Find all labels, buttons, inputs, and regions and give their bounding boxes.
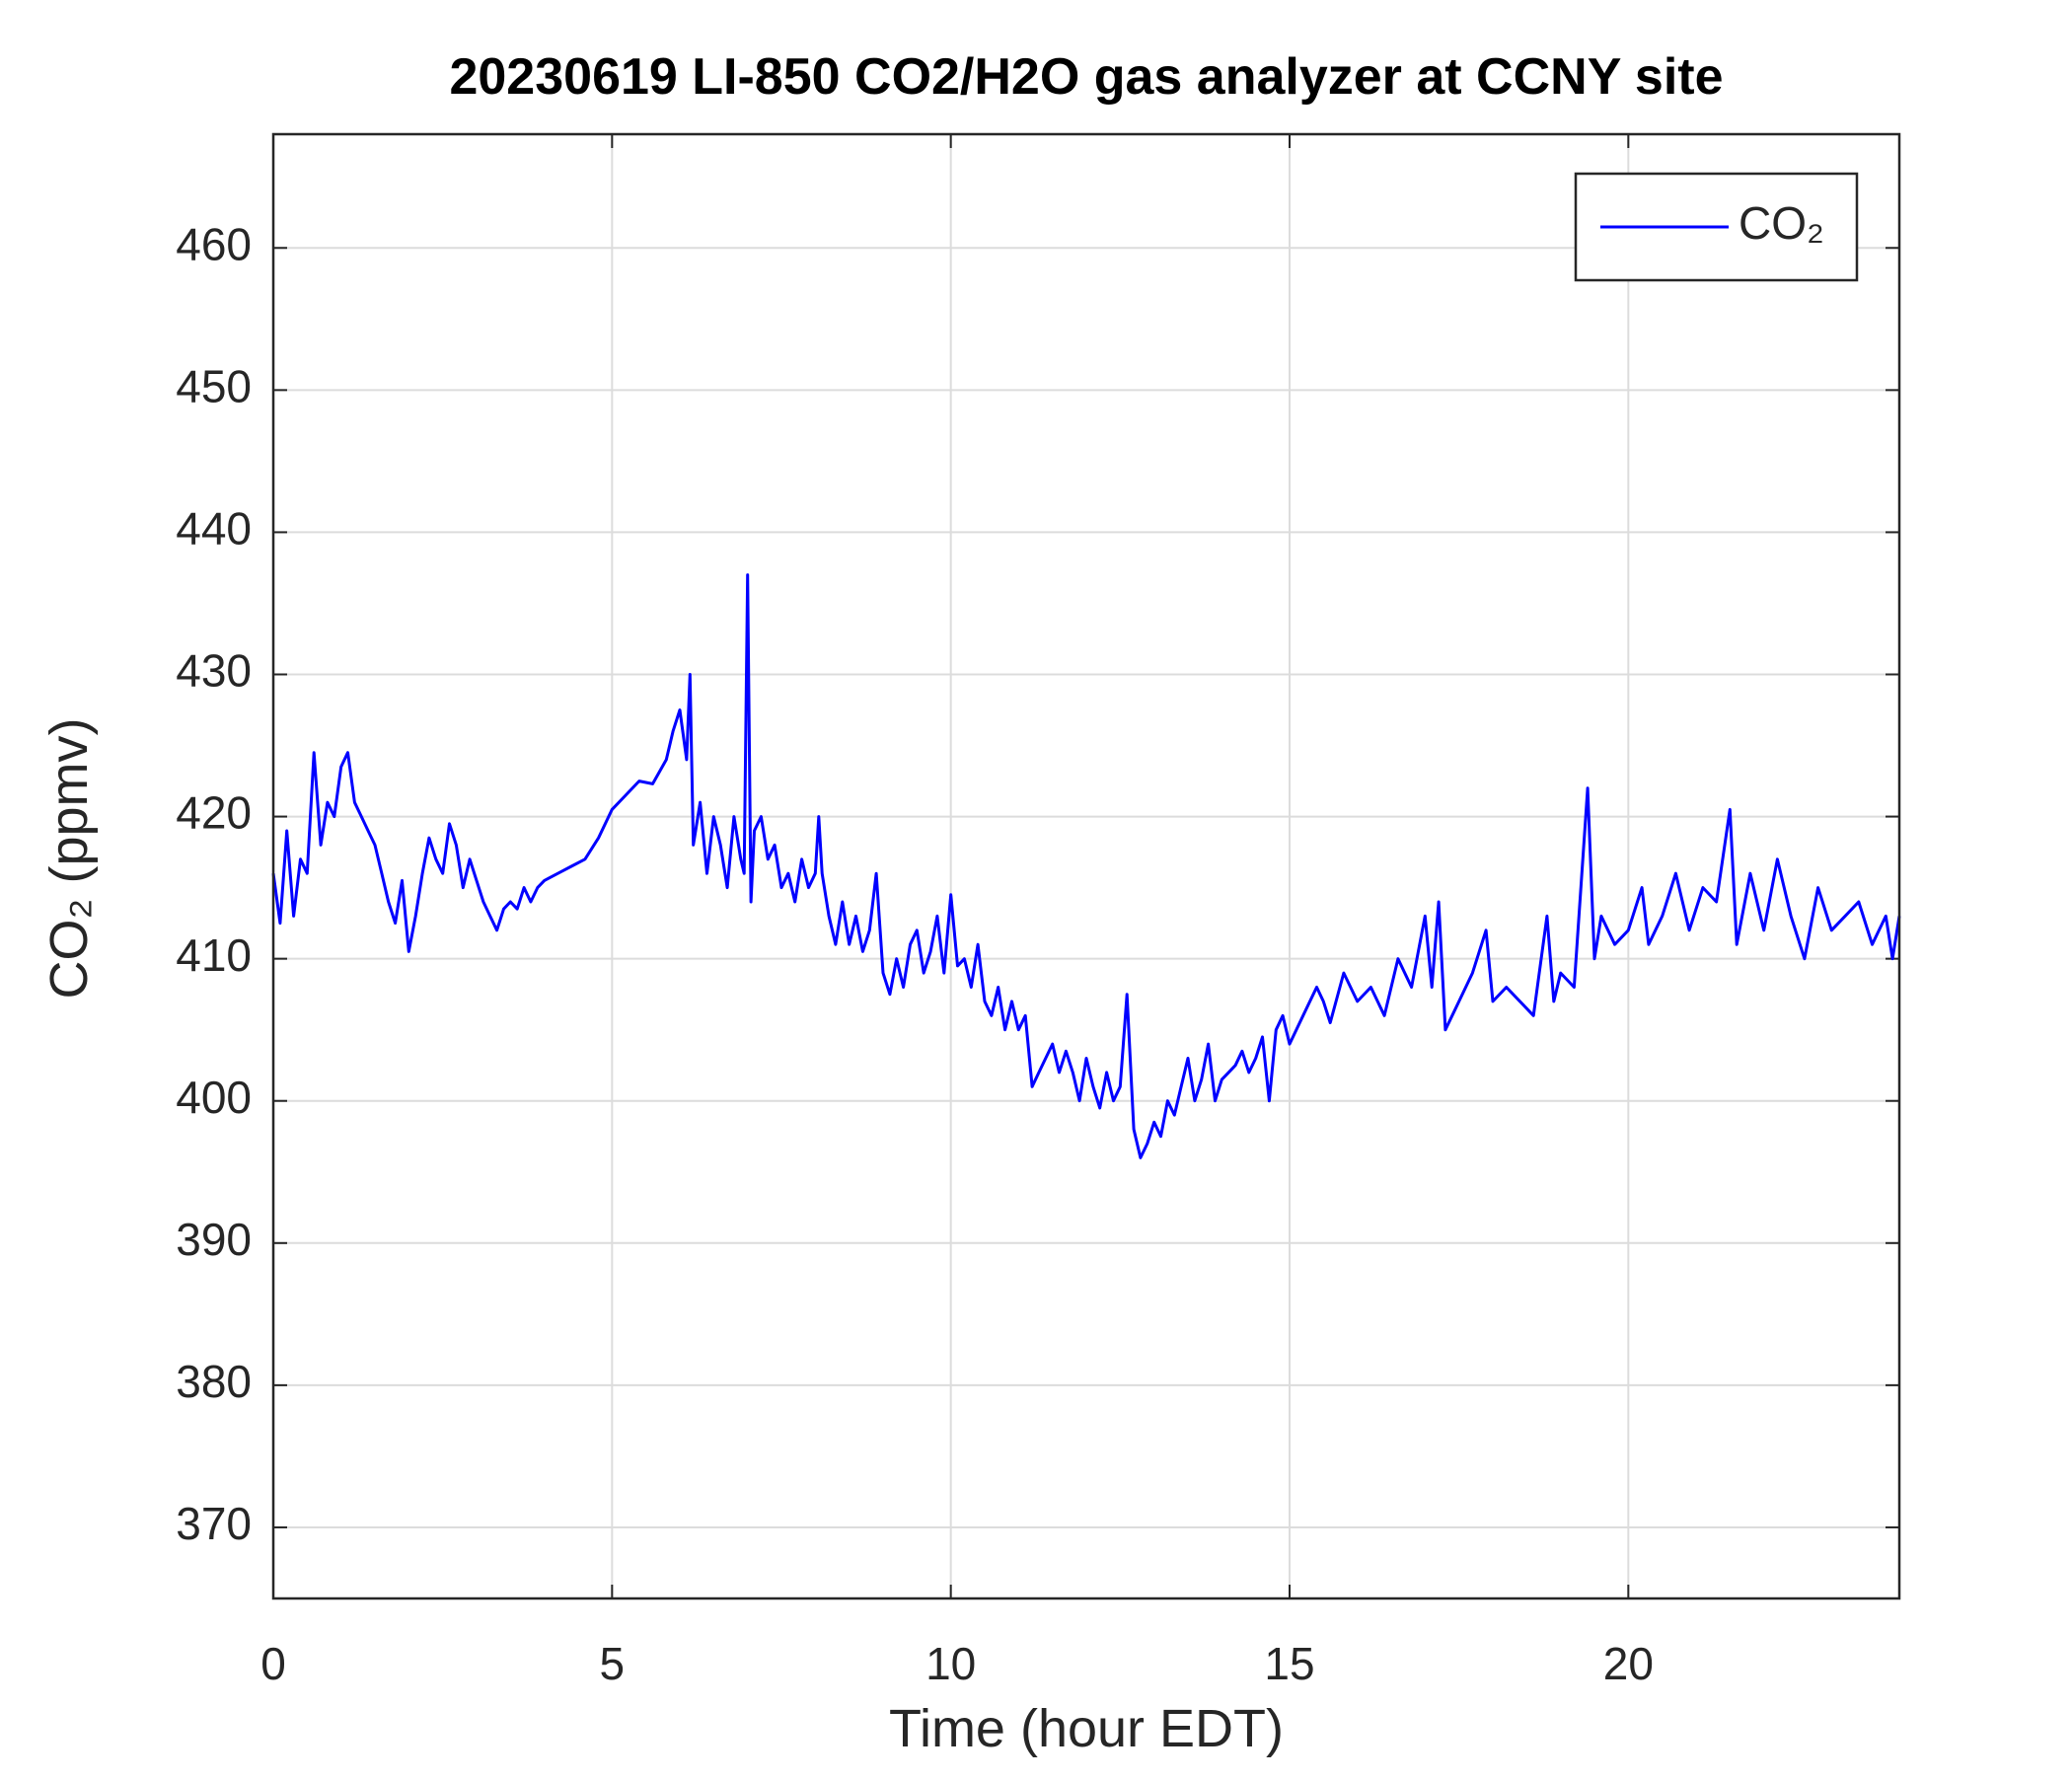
legend-label: CO₂ [1739,197,1824,249]
data-line [271,573,1901,1159]
y-tick-label: 440 [176,503,252,555]
x-tick-label: 5 [600,1638,626,1689]
plot-frame [271,132,1901,1600]
y-tick-label: 400 [176,1072,252,1123]
y-tick-label: 380 [176,1356,252,1407]
y-tick-label: 450 [176,360,252,411]
x-tick-label: 20 [1603,1638,1654,1689]
x-axis-label: Time (hour EDT) [889,1699,1284,1758]
x-tick-label: 15 [1264,1638,1314,1689]
chart-title: 20230619 LI-850 CO2/H2O gas analyzer at … [449,48,1723,106]
y-tick-label: 420 [176,787,252,839]
y-tick-label: 460 [176,218,252,269]
y-tick-label: 430 [176,645,252,697]
y-axis-label: CO₂ (ppmv) [39,718,99,1000]
x-tick-label: 0 [260,1638,286,1689]
y-tick-label: 390 [176,1214,252,1265]
x-tick-label: 10 [925,1638,976,1689]
y-tick-label: 370 [176,1498,252,1549]
y-tick-label: 410 [176,929,252,981]
